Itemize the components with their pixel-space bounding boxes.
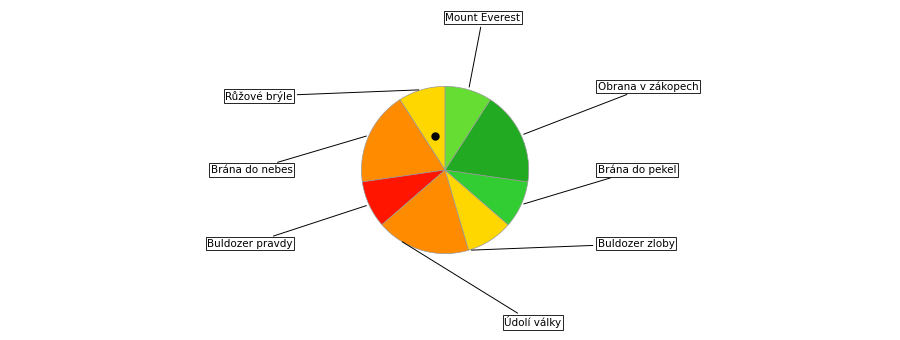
Wedge shape bbox=[446, 170, 527, 225]
Wedge shape bbox=[382, 170, 469, 254]
Wedge shape bbox=[446, 86, 491, 170]
Wedge shape bbox=[400, 86, 446, 170]
Wedge shape bbox=[362, 100, 446, 182]
Text: Mount Everest: Mount Everest bbox=[446, 13, 520, 87]
Wedge shape bbox=[446, 100, 528, 182]
Text: Obrana v zákopech: Obrana v zákopech bbox=[524, 81, 698, 134]
Wedge shape bbox=[446, 170, 508, 250]
Text: Údolí války: Údolí války bbox=[402, 242, 562, 328]
Text: Buldozer pravdy: Buldozer pravdy bbox=[207, 206, 366, 249]
Wedge shape bbox=[363, 170, 446, 225]
Text: Brána do pekel: Brána do pekel bbox=[524, 165, 676, 204]
Text: Brána do nebes: Brána do nebes bbox=[211, 136, 366, 175]
Text: Buldozer zloby: Buldozer zloby bbox=[472, 239, 674, 250]
Text: Růžové brýle: Růžové brýle bbox=[225, 90, 418, 102]
